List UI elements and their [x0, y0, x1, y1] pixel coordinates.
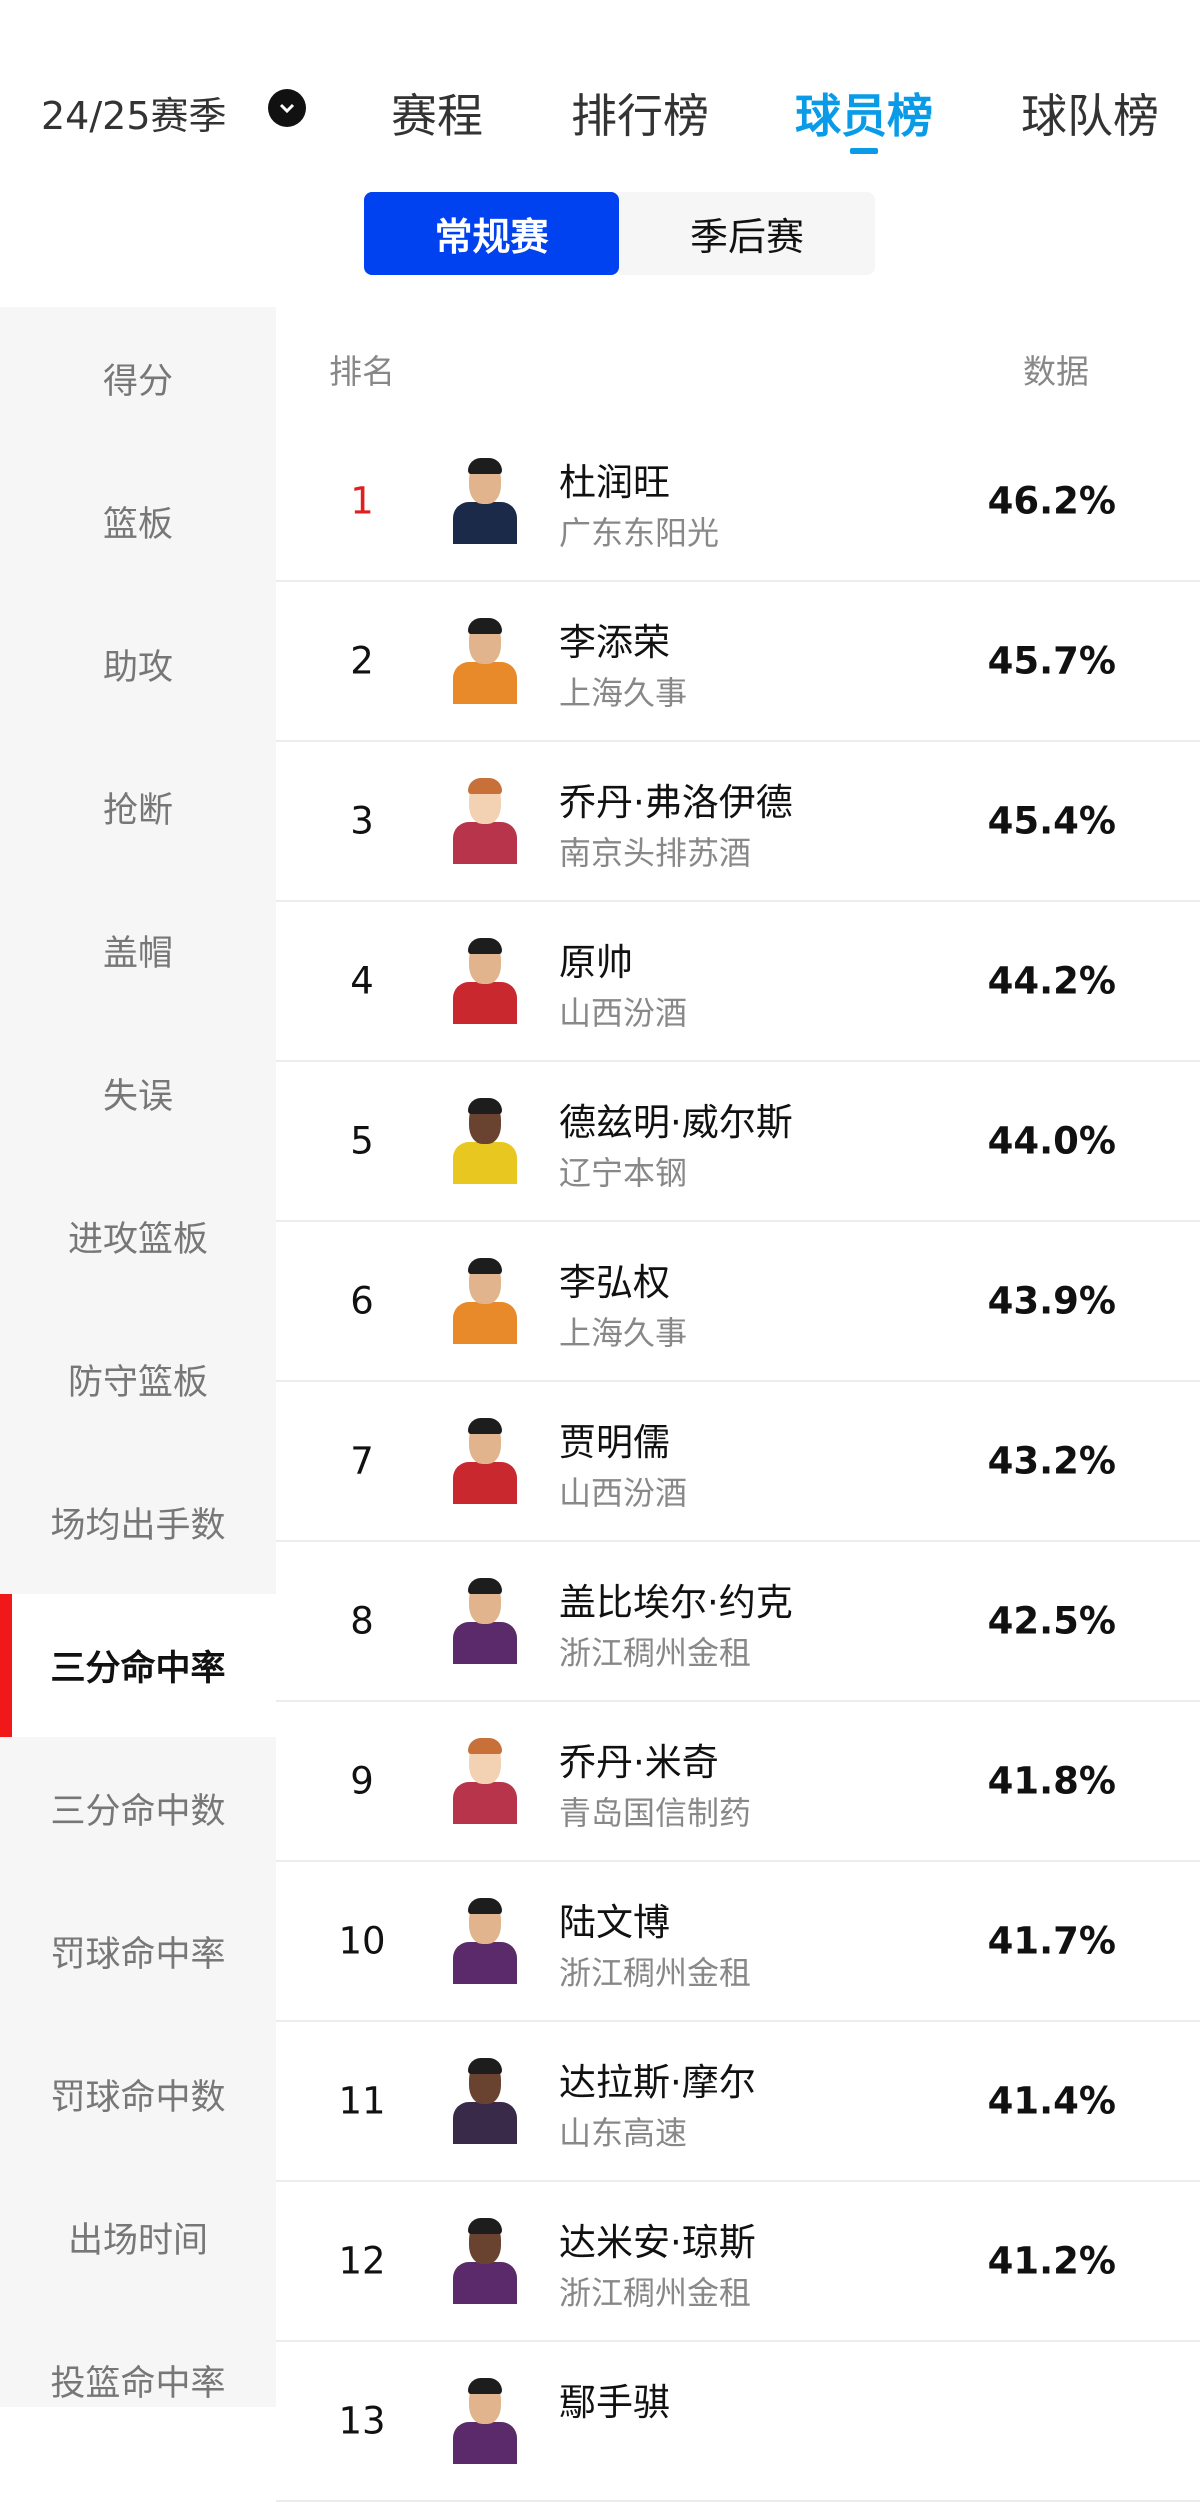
rank-column-header: 排名 [329, 352, 395, 391]
team-name: 辽宁本钢 [559, 1154, 688, 1192]
player-name[interactable]: 杜润旺 [559, 461, 670, 504]
player-name[interactable]: 乔丹·弗洛伊德 [559, 781, 793, 824]
player-name[interactable]: 李添荣 [559, 621, 670, 664]
value-column-header: 数据 [1023, 352, 1089, 391]
player-name[interactable]: 鄢手骐 [559, 2381, 670, 2424]
stat-value: 45.7% [987, 639, 1116, 683]
player-name[interactable]: 乔丹·米奇 [559, 1741, 719, 1784]
chevron-down-icon[interactable] [268, 89, 306, 127]
player-name[interactable]: 达米安·琼斯 [559, 2221, 756, 2264]
team-name: 青岛国信制药 [559, 1794, 752, 1832]
player-avatar [445, 1416, 525, 1504]
stat-value: 46.2% [987, 479, 1116, 523]
table-row[interactable]: 9 乔丹·米奇 青岛国信制药 41.8% [276, 1702, 1200, 1862]
sidebar-item-8[interactable]: 场均出手数 [50, 1506, 226, 1546]
table-row[interactable]: 12 达米安·琼斯 浙江稠州金租 41.2% [276, 2182, 1200, 2342]
team-name: 上海久事 [559, 674, 688, 712]
table-row[interactable]: 7 贾明儒 山西汾酒 43.2% [276, 1382, 1200, 1542]
sidebar-item-5[interactable]: 失误 [102, 1077, 173, 1117]
team-name: 广东东阳光 [559, 514, 720, 552]
active-tab-indicator [850, 148, 878, 154]
team-name: 山西汾酒 [559, 994, 688, 1032]
player-avatar [445, 616, 525, 704]
table-row[interactable]: 13 鄢手骐 [276, 2342, 1200, 2502]
team-name: 山东高速 [559, 2114, 688, 2152]
player-avatar [445, 1736, 525, 1824]
sidebar-item-3[interactable]: 抢断 [102, 791, 173, 831]
sidebar-item-4[interactable]: 盖帽 [102, 934, 173, 974]
player-name[interactable]: 原帅 [559, 941, 633, 984]
team-name: 上海久事 [559, 1314, 688, 1352]
tab-player-rankings[interactable]: 球员榜 [795, 89, 933, 143]
stat-value: 41.2% [987, 2239, 1116, 2283]
sidebar-item-7[interactable]: 防守篮板 [67, 1363, 208, 1403]
table-row[interactable]: 8 盖比埃尔·约克 浙江稠州金租 42.5% [276, 1542, 1200, 1702]
player-avatar [445, 1256, 525, 1344]
player-avatar [445, 776, 525, 864]
sidebar-item-0[interactable]: 得分 [102, 362, 173, 402]
tab-team-rankings[interactable]: 球队榜 [1021, 89, 1159, 143]
table-row[interactable]: 1 杜润旺 广东东阳光 46.2% [276, 422, 1200, 582]
sidebar-item-2[interactable]: 助攻 [102, 648, 173, 688]
sidebar-item-6[interactable]: 进攻篮板 [67, 1220, 208, 1260]
tab-schedule[interactable]: 赛程 [391, 89, 483, 143]
stat-value: 44.0% [987, 1119, 1116, 1163]
team-name: 浙江稠州金租 [559, 2274, 752, 2312]
table-row[interactable]: 11 达拉斯·摩尔 山东高速 41.4% [276, 2022, 1200, 2182]
table-row[interactable]: 3 乔丹·弗洛伊德 南京头排苏酒 45.4% [276, 742, 1200, 902]
sidebar-item-12[interactable]: 罚球命中数 [50, 2078, 226, 2118]
sidebar-item-11[interactable]: 罚球命中率 [50, 1935, 226, 1975]
sidebar-item-10[interactable]: 三分命中数 [50, 1792, 226, 1832]
player-avatar [445, 1896, 525, 1984]
team-name: 浙江稠州金租 [559, 1634, 752, 1672]
player-name[interactable]: 德兹明·威尔斯 [559, 1101, 793, 1144]
player-name[interactable]: 达拉斯·摩尔 [559, 2061, 756, 2104]
player-avatar [445, 2056, 525, 2144]
stat-category-sidebar: 得分篮板助攻抢断盖帽失误进攻篮板防守篮板场均出手数三分命中率三分命中数罚球命中率… [0, 307, 276, 2407]
player-avatar [445, 1576, 525, 1664]
player-name[interactable]: 李弘权 [559, 1261, 670, 1304]
sidebar-item-14[interactable]: 投篮命中率 [50, 2364, 226, 2404]
stat-value: 44.2% [987, 959, 1116, 1003]
sidebar-item-9[interactable]: 三分命中率 [0, 1594, 276, 1737]
segment-playoffs[interactable]: 季后赛 [619, 192, 875, 275]
season-selector[interactable]: 24/25赛季 [41, 94, 227, 138]
stat-value: 41.7% [987, 1919, 1116, 1963]
stat-value: 42.5% [987, 1599, 1116, 1643]
table-row[interactable]: 6 李弘权 上海久事 43.9% [276, 1222, 1200, 1382]
player-avatar [445, 936, 525, 1024]
stat-value: 43.9% [987, 1279, 1116, 1323]
top-navigation: 24/25赛季 赛程 排行榜 球员榜 球队榜 [0, 0, 1200, 180]
table-row[interactable]: 2 李添荣 上海久事 45.7% [276, 582, 1200, 742]
table-row[interactable]: 10 陆文博 浙江稠州金租 41.7% [276, 1862, 1200, 2022]
table-row[interactable]: 4 原帅 山西汾酒 44.2% [276, 902, 1200, 1062]
table-row[interactable]: 5 德兹明·威尔斯 辽宁本钢 44.0% [276, 1062, 1200, 1222]
sidebar-item-1[interactable]: 篮板 [102, 505, 173, 545]
player-avatar [445, 2376, 525, 2464]
sidebar-item-13[interactable]: 出场时间 [67, 2221, 208, 2261]
player-name[interactable]: 陆文博 [559, 1901, 670, 1944]
player-name[interactable]: 盖比埃尔·约克 [559, 1581, 793, 1624]
stat-value: 41.8% [987, 1759, 1116, 1803]
team-name: 山西汾酒 [559, 1474, 688, 1512]
player-avatar [445, 1096, 525, 1184]
player-avatar [445, 2216, 525, 2304]
player-name[interactable]: 贾明儒 [559, 1421, 670, 1464]
segment-regular-season[interactable]: 常规赛 [364, 192, 619, 275]
team-name: 浙江稠州金租 [559, 1954, 752, 1992]
team-name: 南京头排苏酒 [559, 834, 752, 872]
stat-value: 43.2% [987, 1439, 1116, 1483]
stat-value: 45.4% [987, 799, 1116, 843]
stat-value: 41.4% [987, 2079, 1116, 2123]
player-avatar [445, 456, 525, 544]
tab-standings[interactable]: 排行榜 [571, 89, 709, 143]
